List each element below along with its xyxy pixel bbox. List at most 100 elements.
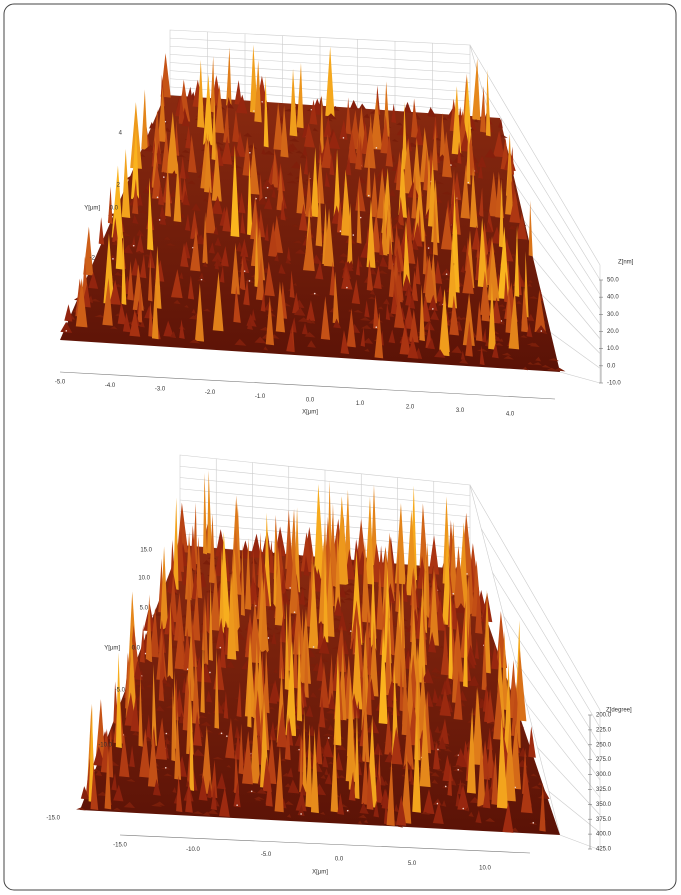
surface-spike	[300, 153, 308, 159]
surface-spike	[363, 819, 369, 824]
surface-spike	[192, 749, 205, 757]
surface-spike	[360, 326, 366, 347]
surface-spike	[306, 318, 312, 324]
surface-spike	[113, 807, 123, 811]
surface-spike	[296, 630, 303, 722]
surface-spike	[374, 259, 380, 263]
surface-spike	[230, 145, 240, 238]
surface-spike	[238, 192, 246, 214]
surface-spike	[211, 94, 217, 161]
surface-spike	[112, 217, 119, 243]
surface-spike	[348, 631, 353, 636]
surface-spike	[289, 270, 295, 298]
surface-spike	[408, 309, 419, 343]
y-tick-label: 0.0	[132, 646, 141, 652]
surface-spike	[165, 161, 172, 217]
surface-spike	[327, 724, 334, 731]
surface-spike	[267, 603, 278, 611]
surface-spike	[411, 98, 419, 138]
surface-spike	[240, 238, 249, 258]
surface-spike	[179, 213, 186, 219]
surface-spike	[482, 208, 489, 212]
surface-spike	[344, 156, 352, 176]
surface-spike	[407, 336, 419, 359]
surface-spike	[451, 345, 463, 354]
surface-spike	[319, 662, 330, 709]
surface-spike	[491, 643, 500, 670]
surface-spike	[264, 261, 275, 297]
surface-spike	[340, 330, 350, 355]
y-tick-label: -2	[90, 256, 96, 262]
z-tick-label: 325.0	[596, 787, 612, 793]
surface-spike	[247, 641, 252, 728]
surface-spike	[185, 531, 192, 601]
surface-spike	[235, 241, 243, 253]
surface-spike	[172, 497, 179, 590]
surface-spike	[477, 217, 488, 288]
surface-spike	[474, 637, 479, 660]
y-axis-label: Y[µm]	[104, 646, 120, 652]
surface-spike	[129, 745, 135, 768]
surface-spike	[451, 764, 463, 768]
surface-spike	[464, 807, 470, 812]
surface-spike	[478, 187, 484, 217]
surface-spike	[141, 89, 148, 151]
surface-spike	[391, 139, 399, 143]
surface-spike	[436, 671, 441, 675]
surface-spike	[115, 196, 124, 270]
wall-grid	[480, 528, 601, 728]
surface-spike	[111, 772, 117, 791]
surface-spike	[154, 245, 162, 309]
surface-spike	[527, 282, 533, 288]
surface-highlight	[261, 101, 263, 103]
surface-spike	[498, 118, 503, 129]
surface-spike	[521, 286, 529, 333]
surface-spike	[455, 315, 463, 321]
surface-spike	[441, 191, 452, 195]
surface-spike	[181, 112, 190, 127]
surface-spike	[299, 586, 306, 606]
surface-spike	[151, 803, 163, 807]
surface-spike	[361, 552, 371, 623]
surface-highlight	[532, 822, 535, 824]
surface-spike	[108, 726, 117, 741]
surface-spike	[98, 217, 105, 245]
surface-spike	[498, 338, 504, 342]
surface-spike	[220, 246, 229, 267]
surface-spike	[390, 290, 399, 315]
x-tick-label: 1.0	[356, 401, 365, 407]
surface-spike	[276, 167, 284, 211]
surface-spike	[324, 772, 332, 785]
surface-spike	[300, 532, 313, 573]
surface-spike	[346, 308, 356, 348]
surface-spike	[234, 725, 241, 739]
surface-spike	[361, 123, 369, 155]
surface-spike	[315, 722, 323, 765]
y-tick-label: -10.0	[98, 743, 112, 749]
surface-spike	[302, 708, 307, 793]
surface-spike	[505, 156, 514, 216]
surface-spike	[145, 684, 154, 688]
surface-spike	[361, 751, 370, 805]
surface-spike	[467, 675, 480, 687]
surface-spike	[286, 814, 292, 818]
surface-spike	[255, 255, 265, 301]
surface-spike	[284, 714, 291, 761]
surface-spike	[147, 248, 156, 269]
surface-spike	[191, 585, 201, 641]
surface-spike	[396, 122, 403, 126]
surface-spike	[395, 548, 400, 613]
surface-spike	[173, 299, 181, 305]
surface-spike	[435, 285, 444, 303]
surface-highlight	[352, 234, 355, 236]
wall-grid	[169, 70, 471, 93]
surface-spike	[341, 169, 352, 237]
surface-spike	[287, 779, 300, 794]
surface-spike	[173, 221, 179, 226]
surface-spike	[442, 131, 452, 178]
surface-highlight	[312, 646, 315, 648]
surface-highlight	[445, 273, 448, 275]
surface-spike	[268, 221, 278, 257]
surface-spike	[145, 594, 153, 663]
surface-spike	[488, 282, 496, 350]
